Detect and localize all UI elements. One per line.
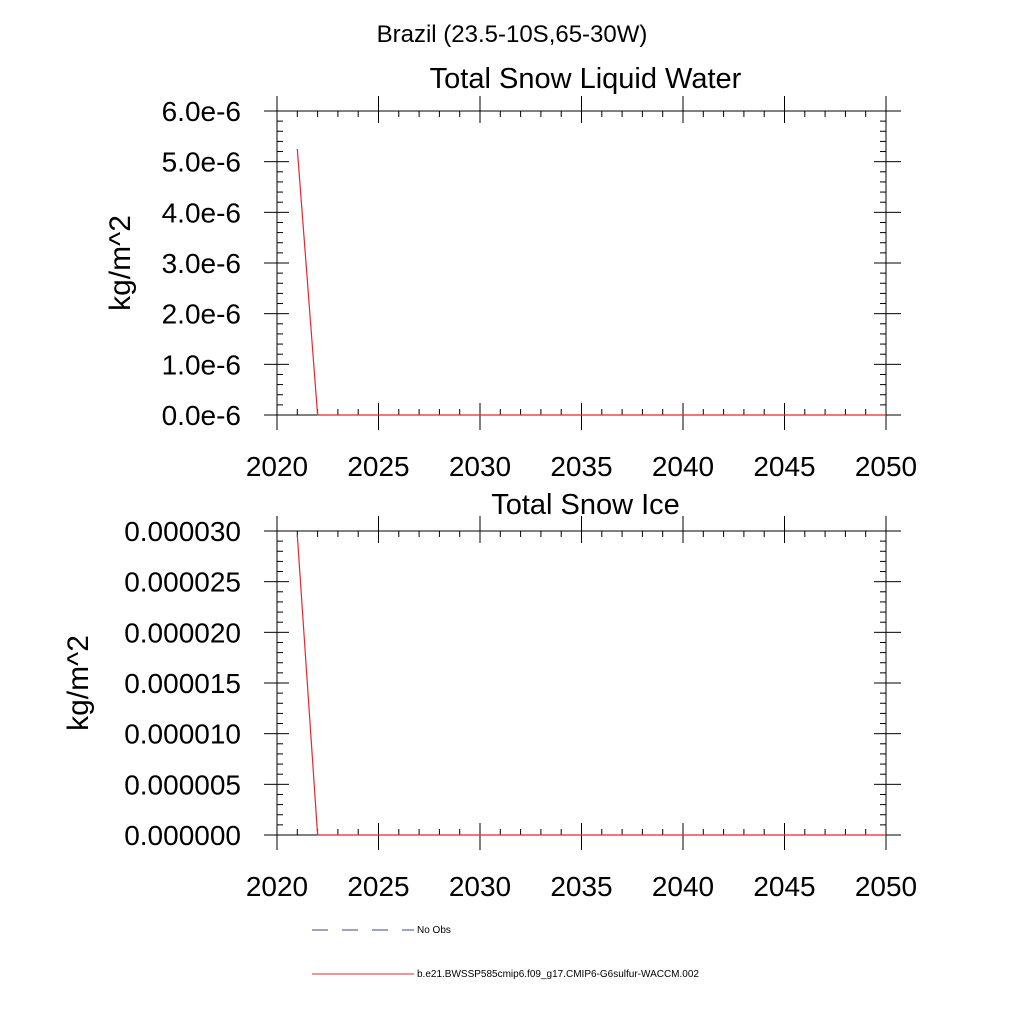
y-tick-label: 0.000015 — [124, 668, 241, 699]
y-tick-label: 0.000005 — [124, 769, 241, 800]
chart-title: Total Snow Ice — [491, 489, 680, 521]
x-tick-label: 2020 — [246, 451, 308, 482]
legend: No Obs b.e21.BWSSP585cmip6.f09_g17.CMIP6… — [312, 925, 699, 980]
y-tick-label: 0.0e-6 — [162, 400, 241, 431]
x-tick-label: 2040 — [652, 451, 714, 482]
y-tick-label: 2.0e-6 — [162, 299, 241, 330]
plot-frame — [276, 110, 887, 416]
y-tick-label: 6.0e-6 — [162, 96, 241, 127]
legend-label-no-obs: No Obs — [417, 925, 451, 936]
x-tick-label: 2030 — [449, 451, 511, 482]
y-tick-label: 1.0e-6 — [162, 349, 241, 380]
y-axis-label: kg/m^2 — [104, 215, 137, 311]
plot-frame — [276, 530, 887, 836]
figure-title: Brazil (23.5-10S,65-30W) — [377, 21, 648, 48]
chart-title: Total Snow Liquid Water — [430, 63, 742, 95]
y-tick-label: 0.000030 — [124, 516, 241, 547]
y-axis-label: kg/m^2 — [62, 635, 95, 731]
x-tick-label: 2040 — [652, 871, 714, 902]
x-tick-label: 2050 — [855, 871, 917, 902]
x-tick-label: 2020 — [246, 871, 308, 902]
legend-label-model: b.e21.BWSSP585cmip6.f09_g17.CMIP6-G6sulf… — [417, 969, 699, 980]
x-tick-label: 2045 — [753, 451, 815, 482]
y-tick-label: 0.000000 — [124, 820, 241, 851]
x-tick-label: 2035 — [550, 451, 612, 482]
y-tick-label: 4.0e-6 — [162, 197, 241, 228]
y-tick-label: 0.000025 — [124, 567, 241, 598]
y-tick-label: 0.000020 — [124, 617, 241, 648]
chart-panel-snow-ice: Total Snow Ice 0.000000 0.000005 0.000010 0.… — [62, 489, 917, 902]
y-tick-label: 3.0e-6 — [162, 248, 241, 279]
x-tick-label: 2025 — [347, 451, 409, 482]
chart-panel-snow-liquid-water: Total Snow Liquid Water 0.0e-6 1.0e-6 2.0e-… — [104, 63, 917, 482]
x-tick-label: 2045 — [753, 871, 815, 902]
y-tick-label: 5.0e-6 — [162, 147, 241, 178]
x-tick-label: 2035 — [550, 871, 612, 902]
x-tick-label: 2050 — [855, 451, 917, 482]
x-tick-label: 2025 — [347, 871, 409, 902]
y-tick-label: 0.000010 — [124, 719, 241, 750]
x-tick-label: 2030 — [449, 871, 511, 902]
series-line-0 — [296, 148, 886, 416]
series-line-0 — [296, 535, 886, 836]
